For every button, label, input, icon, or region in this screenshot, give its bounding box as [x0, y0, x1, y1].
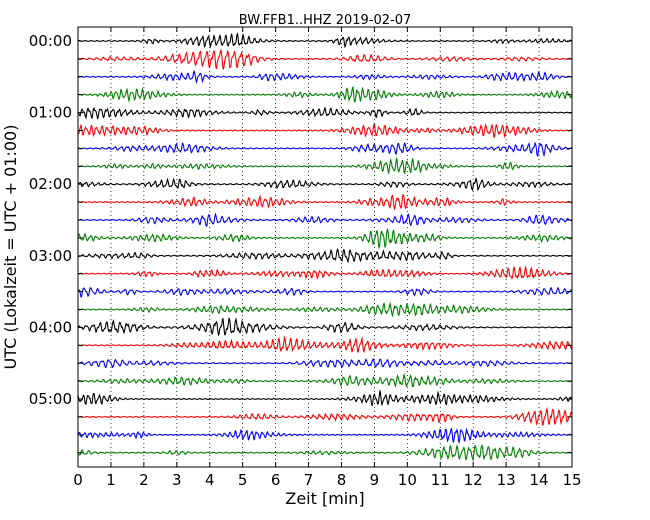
x-tick-label: 13	[497, 471, 516, 489]
seismic-trace	[77, 317, 573, 337]
chart-title: BW.FFB1..HHZ 2019-02-07	[239, 13, 412, 28]
y-tick-label: 01:00	[29, 104, 72, 122]
x-axis: 0 1 2 3 4 5 6 7 8 9 10 11 12 13 14 15	[73, 27, 582, 489]
seismic-trace	[77, 123, 573, 139]
traces	[77, 32, 573, 462]
x-tick-label: 4	[205, 471, 215, 489]
seismic-trace	[77, 372, 573, 388]
x-tick-label: 10	[398, 471, 417, 489]
seismic-trace	[77, 48, 573, 70]
seismic-trace	[77, 228, 573, 250]
x-tick-label: 8	[337, 471, 347, 489]
y-axis-label: UTC (Lokalzeit = UTC + 01:00)	[1, 125, 20, 370]
seismic-trace	[77, 427, 573, 445]
y-tick-label: 04:00	[29, 318, 72, 336]
x-tick-label: 5	[238, 471, 248, 489]
plot-frame	[77, 26, 573, 468]
seismic-trace	[77, 177, 573, 192]
x-tick-label: 1	[106, 471, 116, 489]
y-tick-label: 05:00	[29, 390, 72, 408]
seismic-trace	[77, 389, 573, 407]
seismic-trace	[77, 105, 573, 120]
x-tick-label: 6	[271, 471, 281, 489]
seismic-trace	[77, 406, 573, 427]
x-tick-label: 7	[304, 471, 314, 489]
x-tick-label: 9	[370, 471, 380, 489]
seismic-trace	[77, 212, 573, 228]
y-tick-label: 03:00	[29, 247, 72, 265]
seismic-trace	[77, 301, 573, 318]
x-tick-label: 14	[530, 471, 549, 489]
x-tick-label: 0	[73, 471, 83, 489]
x-tick-label: 11	[431, 471, 450, 489]
seismic-trace	[77, 141, 573, 158]
seismic-trace	[77, 265, 573, 280]
seismic-trace	[77, 443, 573, 462]
x-tick-label: 15	[562, 471, 581, 489]
seismic-trace	[77, 69, 573, 85]
y-tick-label: 00:00	[29, 32, 72, 50]
seismic-trace	[77, 32, 573, 49]
x-tick-label: 2	[139, 471, 149, 489]
seismic-trace	[77, 335, 573, 354]
grid	[110, 27, 540, 467]
seismic-trace	[77, 286, 573, 298]
seismic-trace	[77, 157, 573, 175]
seismic-trace	[77, 358, 573, 369]
x-tick-label: 12	[464, 471, 483, 489]
x-axis-label: Zeit [min]	[285, 489, 364, 508]
seismic-trace	[77, 193, 573, 211]
seismic-trace	[77, 86, 573, 103]
x-tick-label: 3	[172, 471, 182, 489]
seismic-trace	[77, 247, 573, 264]
y-axis: 00:00 01:00 02:00 03:00 04:00 05:00	[29, 32, 572, 454]
y-tick-label: 02:00	[29, 175, 72, 193]
